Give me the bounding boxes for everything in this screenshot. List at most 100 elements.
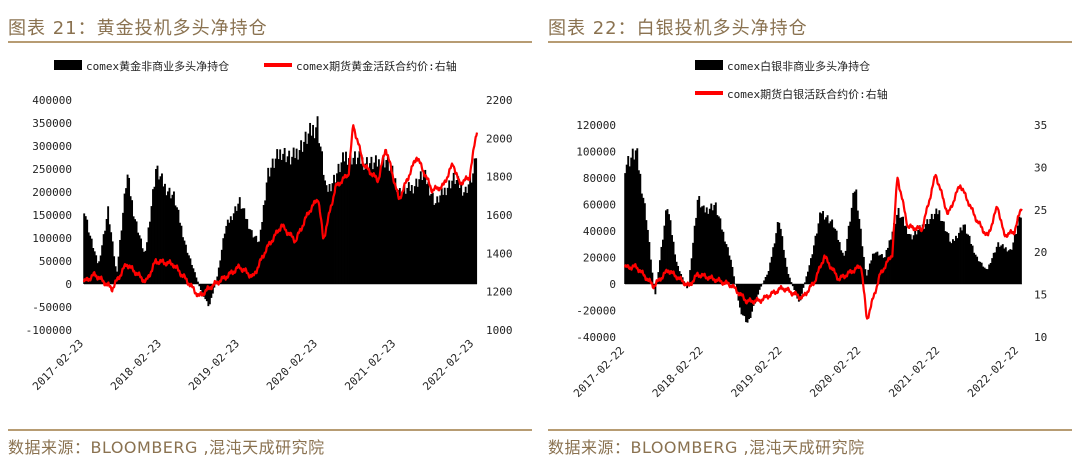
left-axis-tick-label: 120000 <box>576 119 616 132</box>
right-axis-tick-label: 10 <box>1034 331 1047 344</box>
bar <box>186 252 189 284</box>
left-axis-tick-label: 400000 <box>32 94 72 107</box>
x-axis-tick-label: 2020-02-22 <box>807 344 863 400</box>
bar <box>467 184 470 284</box>
bar <box>321 151 323 284</box>
bar <box>941 221 944 284</box>
bar <box>469 175 472 284</box>
bar <box>377 159 380 284</box>
bar <box>828 223 831 284</box>
bar <box>660 246 663 284</box>
bar <box>920 229 923 284</box>
bar <box>699 207 702 284</box>
bar <box>820 213 823 284</box>
bar <box>785 266 788 284</box>
bar <box>289 164 292 284</box>
right-axis-tick-label: 25 <box>1034 204 1047 217</box>
bar <box>436 196 439 284</box>
bar <box>902 216 905 284</box>
bar <box>927 223 930 284</box>
bar <box>370 156 373 284</box>
bar <box>930 213 933 284</box>
bar <box>159 176 162 284</box>
left-axis-tick-label: -20000 <box>576 305 616 318</box>
bar <box>192 268 195 284</box>
left-axis-tick-label: 150000 <box>32 209 72 222</box>
bar <box>642 197 645 284</box>
bar <box>327 191 329 284</box>
bar <box>416 186 419 284</box>
bar <box>156 165 159 284</box>
bar <box>636 148 639 284</box>
bar <box>643 203 646 284</box>
bar <box>841 252 844 284</box>
bar <box>893 223 895 284</box>
bar <box>140 238 142 284</box>
bar <box>947 233 950 284</box>
bar <box>99 255 102 284</box>
bar <box>663 225 666 284</box>
bar <box>162 186 165 284</box>
bar <box>873 253 876 284</box>
bar-series <box>83 116 478 307</box>
bar <box>791 284 794 287</box>
bar <box>144 250 147 284</box>
bar <box>84 216 87 284</box>
bar <box>253 236 256 284</box>
bar <box>380 163 383 284</box>
x-axis-tick-label: 2022-02-23 <box>420 337 476 393</box>
right-axis-tick-label: 20 <box>1034 246 1047 259</box>
bar <box>325 185 328 284</box>
bar <box>352 157 355 284</box>
bar <box>867 269 870 284</box>
right-axis-tick-label: 15 <box>1034 289 1047 302</box>
bar <box>410 185 413 284</box>
bar <box>855 189 858 284</box>
bar <box>132 216 135 284</box>
bar <box>1003 248 1006 284</box>
bar <box>348 158 350 284</box>
bar <box>108 224 111 284</box>
bar <box>351 164 353 284</box>
bar <box>1012 242 1015 284</box>
bar <box>461 195 464 284</box>
bar <box>654 284 657 295</box>
figure-silver: 图表 22：白银投机多头净持仓 -40000 -20000 0 20000 40000 6… <box>540 0 1080 462</box>
bar <box>458 188 461 284</box>
bar <box>391 165 394 284</box>
bar <box>398 188 401 284</box>
bar <box>698 196 701 284</box>
bar <box>98 261 101 284</box>
bar <box>394 178 397 284</box>
bar <box>710 203 713 284</box>
bar <box>944 231 947 284</box>
bar <box>692 242 695 284</box>
bar <box>464 186 467 284</box>
bar <box>980 262 983 284</box>
bar <box>881 254 883 284</box>
bar <box>988 264 991 284</box>
bar <box>250 230 253 284</box>
left-axis-tick-label: 100000 <box>576 146 616 159</box>
bar <box>196 281 199 284</box>
bar-series <box>624 148 1022 323</box>
right-axis-tick-label: 2200 <box>486 94 513 107</box>
bar <box>187 255 190 284</box>
bar <box>906 234 909 284</box>
bar <box>877 255 880 284</box>
bar <box>95 255 98 284</box>
bar <box>279 149 282 284</box>
bar <box>359 163 362 284</box>
bar <box>936 214 939 284</box>
legend-swatch-bar <box>695 60 723 70</box>
bar <box>674 254 676 284</box>
bar <box>803 282 806 284</box>
bar <box>472 173 475 284</box>
bar <box>274 158 277 284</box>
bar <box>92 248 95 284</box>
bar <box>890 239 892 284</box>
bar <box>775 233 778 284</box>
bar <box>199 284 202 290</box>
bar <box>951 239 954 284</box>
bar <box>773 243 776 284</box>
